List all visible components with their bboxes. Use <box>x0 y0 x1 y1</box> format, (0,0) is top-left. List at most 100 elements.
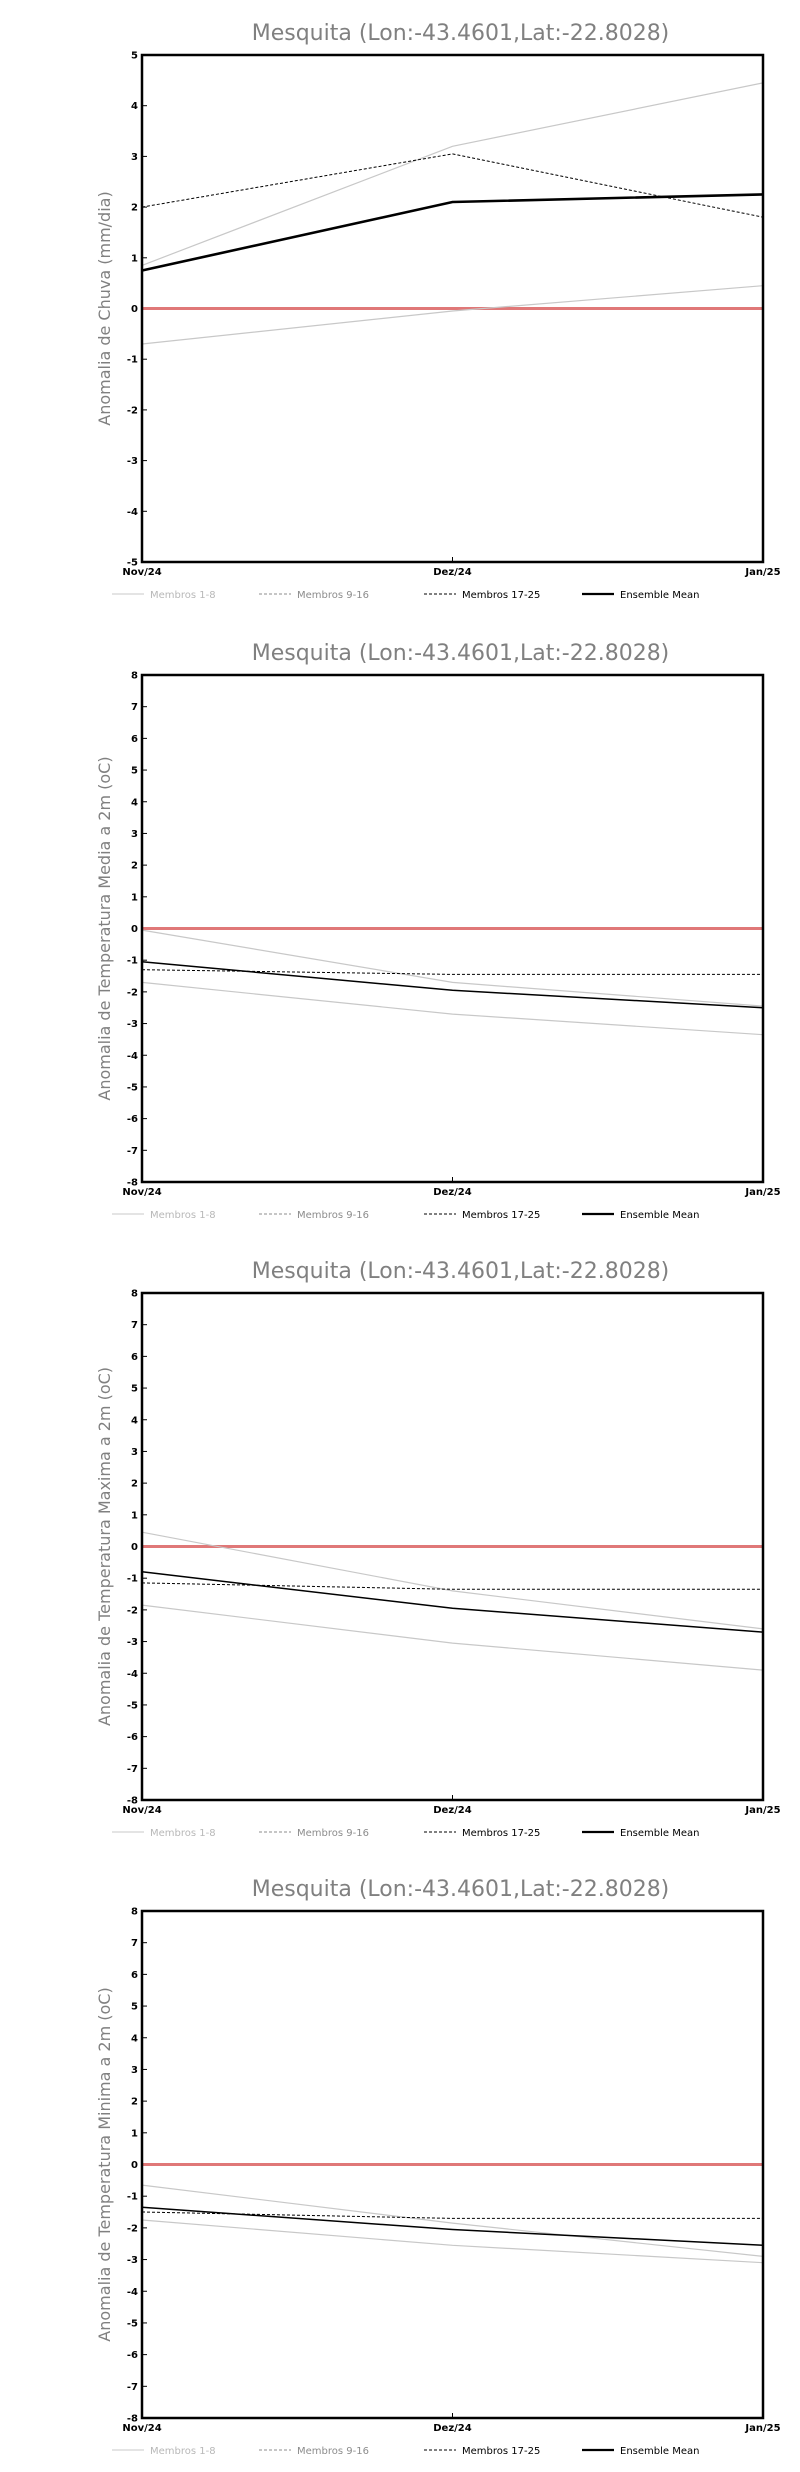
legend-label: Membros 1-8 <box>150 590 216 601</box>
x-tick-label: Jan/25 <box>744 1805 780 1816</box>
series-line-2 <box>141 2219 764 2264</box>
y-tick-label: 2 <box>131 2097 138 2108</box>
y-tick-label: -8 <box>127 1796 138 1807</box>
y-tick-label: 1 <box>131 1510 138 1521</box>
y-tick-label: 4 <box>131 1415 138 1426</box>
y-axis-label: Anomalia de Chuva (mm/dia) <box>95 191 114 425</box>
y-axis-label: Anomalia de Temperatura Maxima a 2m (oC) <box>95 1367 114 1726</box>
series-line-3 <box>141 1582 763 1590</box>
chart-title: Mesquita (Lon:-43.4601,Lat:-22.8028) <box>252 21 670 46</box>
y-tick-label: -7 <box>127 1146 138 1157</box>
y-tick-label: 8 <box>131 1907 138 1918</box>
x-tick-label: Jan/25 <box>744 2423 780 2434</box>
chart-title: Mesquita (Lon:-43.4601,Lat:-22.8028) <box>252 641 670 666</box>
series-line-4 <box>141 2206 764 2247</box>
y-tick-label: 8 <box>131 671 138 682</box>
y-tick-label: 0 <box>131 924 138 935</box>
x-tick-label: Jan/25 <box>744 567 780 578</box>
legend-label: Membros 1-8 <box>150 1828 216 1839</box>
plot-frame <box>140 53 765 564</box>
chart-panel-1: Mesquita (Lon:-43.4601,Lat:-22.8028) Anom… <box>95 21 781 601</box>
y-axis-label: Anomalia de Temperatura Minima a 2m (oC) <box>95 1987 114 2341</box>
y-tick-label: 3 <box>131 152 138 163</box>
y-tick-label: 8 <box>131 1289 138 1300</box>
y-tick-label: -1 <box>127 2192 138 2203</box>
x-tick-label: Dez/24 <box>433 1187 472 1198</box>
y-tick-label: 0 <box>131 2160 138 2171</box>
y-tick-label: 6 <box>131 1352 138 1363</box>
y-tick-label: -2 <box>127 405 138 416</box>
y-tick-label: 5 <box>131 766 138 777</box>
y-tick-label: -5 <box>127 558 138 569</box>
y-tick-label: -8 <box>127 2414 138 2425</box>
series-line-2 <box>141 981 764 1036</box>
y-tick-label: 4 <box>131 101 138 112</box>
y-tick-label: 3 <box>131 2065 138 2076</box>
x-tick-label: Nov/24 <box>122 567 161 578</box>
y-tick-label: 4 <box>131 2033 138 2044</box>
series-line-2 <box>141 1604 764 1671</box>
y-tick-label: -1 <box>127 355 138 366</box>
chart-panel-2: Mesquita (Lon:-43.4601,Lat:-22.8028) Anom… <box>95 641 781 1221</box>
y-tick-label: 7 <box>131 1320 138 1331</box>
y-tick-label: 2 <box>131 1479 138 1490</box>
legend-label: Membros 17-25 <box>462 2446 540 2457</box>
y-tick-label: 4 <box>131 797 138 808</box>
legend-label: Membros 9-16 <box>297 2446 369 2457</box>
y-tick-label: -2 <box>127 987 138 998</box>
legend-label: Membros 1-8 <box>150 1210 216 1221</box>
series-line-1 <box>141 1531 764 1630</box>
y-tick-label: 2 <box>131 861 138 872</box>
y-tick-label: -3 <box>127 1637 138 1648</box>
series-line-4 <box>141 193 764 272</box>
y-tick-label: 6 <box>131 1970 138 1981</box>
y-tick-label: -2 <box>127 2223 138 2234</box>
y-axis-label: Anomalia de Temperatura Media a 2m (oC) <box>95 756 114 1100</box>
y-tick-label: 1 <box>131 892 138 903</box>
y-tick-label: -3 <box>127 2255 138 2266</box>
y-tick-label: 3 <box>131 1447 138 1458</box>
series-line-3 <box>141 153 764 218</box>
y-tick-label: -7 <box>127 2382 138 2393</box>
legend-label: Ensemble Mean <box>620 2446 699 2457</box>
y-tick-label: -1 <box>127 1574 138 1585</box>
legend-label: Ensemble Mean <box>620 1210 699 1221</box>
legend-label: Membros 9-16 <box>297 1828 369 1839</box>
series-line-2 <box>141 285 764 345</box>
y-tick-label: 6 <box>131 734 138 745</box>
y-tick-label: 1 <box>131 253 138 264</box>
x-tick-label: Jan/25 <box>744 1187 780 1198</box>
x-tick-label: Nov/24 <box>122 2423 161 2434</box>
y-tick-label: -5 <box>127 2318 138 2329</box>
legend-label: Ensemble Mean <box>620 1828 699 1839</box>
y-tick-label: -2 <box>127 1605 138 1616</box>
y-tick-label: -6 <box>127 2350 138 2361</box>
series-line-1 <box>141 929 764 1007</box>
y-tick-label: 3 <box>131 829 138 840</box>
y-tick-label: 7 <box>131 702 138 713</box>
y-tick-label: -6 <box>127 1732 138 1743</box>
plot-frame <box>140 673 765 1184</box>
y-tick-label: 1 <box>131 2128 138 2139</box>
y-tick-label: 0 <box>131 304 138 315</box>
y-tick-label: -7 <box>127 1764 138 1775</box>
chart-panel-3: Mesquita (Lon:-43.4601,Lat:-22.8028) Anom… <box>95 1259 781 1839</box>
series-line-1 <box>141 82 764 266</box>
y-tick-label: -4 <box>127 507 138 518</box>
y-tick-label: 0 <box>131 1542 138 1553</box>
plot-frame <box>140 1291 765 1802</box>
y-tick-label: 5 <box>131 2002 138 2013</box>
x-tick-label: Dez/24 <box>433 2423 472 2434</box>
series-line-3 <box>141 2211 763 2219</box>
legend-label: Membros 17-25 <box>462 1828 540 1839</box>
y-tick-label: 2 <box>131 203 138 214</box>
chart-title: Mesquita (Lon:-43.4601,Lat:-22.8028) <box>252 1877 670 1902</box>
series-line-3 <box>141 969 763 975</box>
y-tick-label: -8 <box>127 1178 138 1189</box>
y-tick-label: -5 <box>127 1082 138 1093</box>
x-tick-label: Nov/24 <box>122 1187 161 1198</box>
y-tick-label: -5 <box>127 1700 138 1711</box>
y-tick-label: -1 <box>127 956 138 967</box>
y-tick-label: -3 <box>127 456 138 467</box>
